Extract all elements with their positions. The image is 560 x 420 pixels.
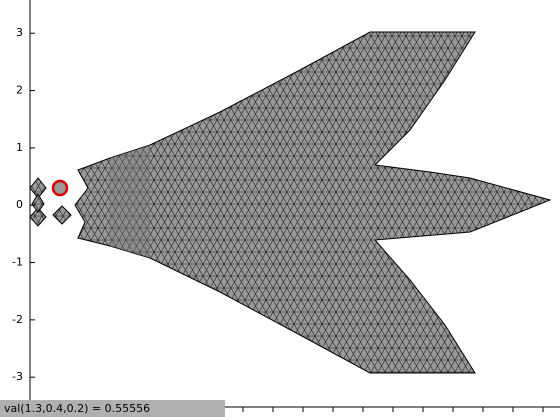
status-bar (0, 400, 225, 417)
y-tick-label: -3 (12, 370, 23, 383)
mesh-body (74, 31, 552, 374)
selection-marker[interactable] (51, 179, 69, 197)
y-tick-label: 1 (16, 141, 23, 154)
mesh-shade (110, 145, 150, 258)
y-tick-label: 0 (16, 198, 23, 211)
mesh-surface (29, 31, 552, 374)
x-tick-marks (242, 407, 544, 412)
status-text: val(1.3,0.4,0.2) = 0.55556 (4, 402, 150, 415)
mesh-diamond (29, 207, 47, 227)
y-tick-label: 2 (16, 84, 23, 97)
y-tick-label: 3 (16, 26, 23, 39)
mesh-diamond (52, 205, 72, 225)
mesh-diamond (31, 193, 45, 213)
y-tick-label: -1 (12, 256, 23, 269)
y-tick-label: -2 (12, 313, 23, 326)
